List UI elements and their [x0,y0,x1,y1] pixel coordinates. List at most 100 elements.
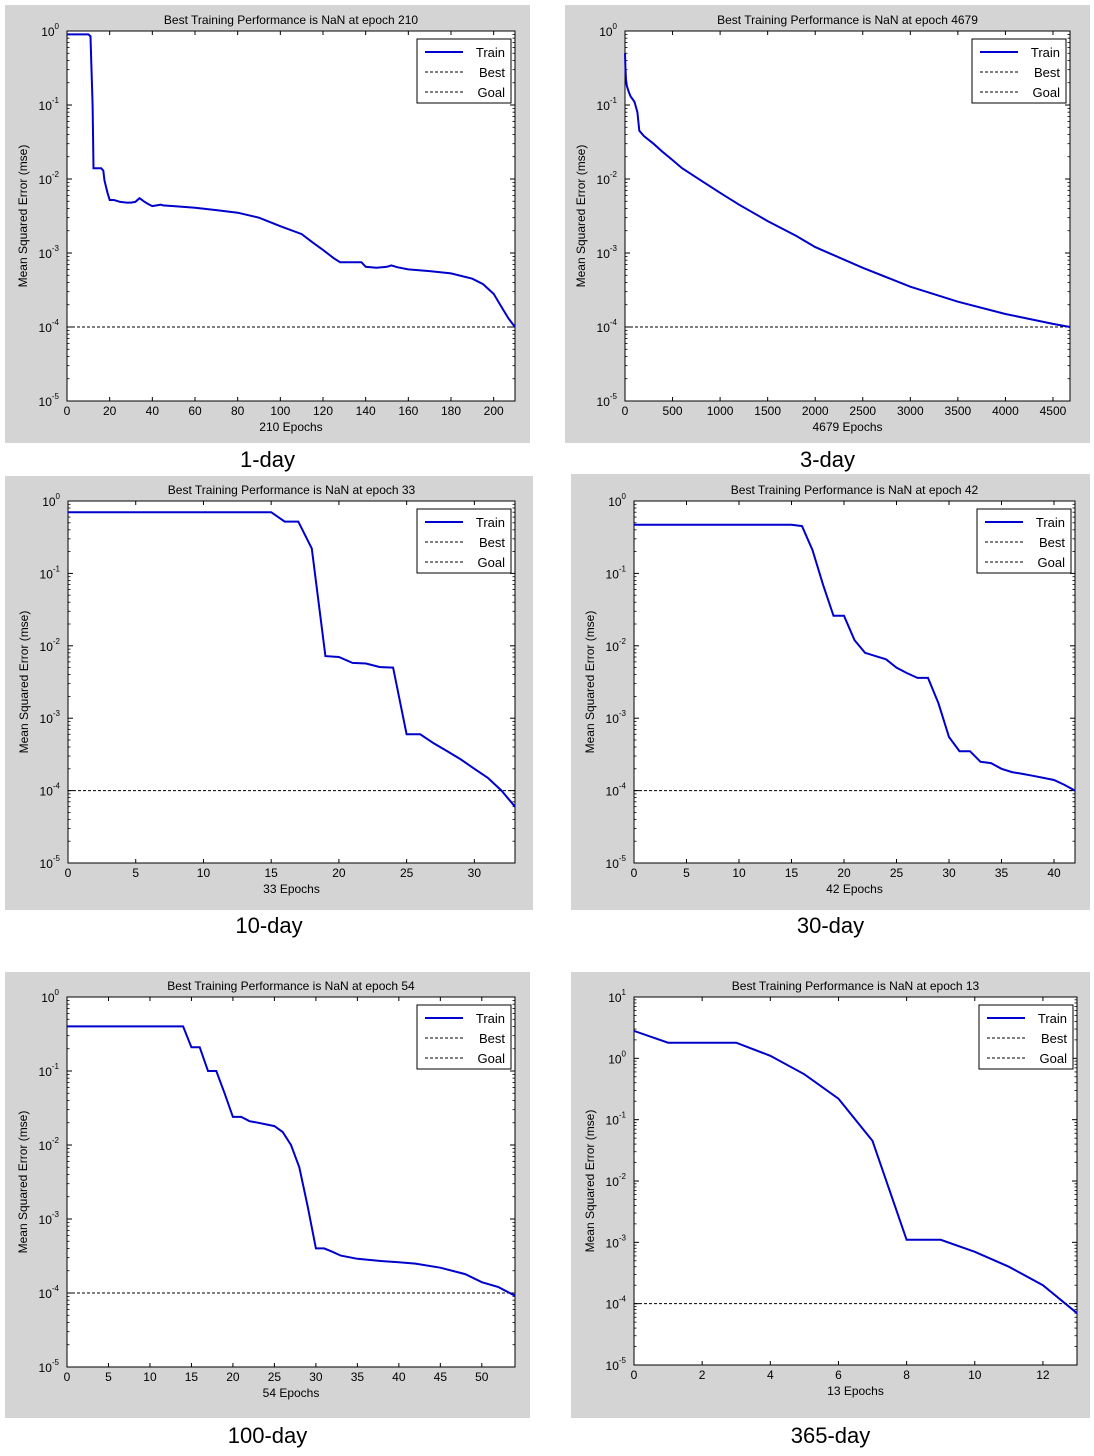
x-tick-label: 0 [64,1370,71,1384]
legend-label-best: Best [1039,535,1065,550]
x-tick-label: 20 [226,1370,240,1384]
x-tick-label: 30 [942,866,956,880]
x-tick-label: 30 [468,866,482,880]
series-line-train [67,1025,516,1297]
x-tick-label: 100 [270,404,290,418]
x-tick-label: 140 [356,404,376,418]
x-tick-label: 15 [265,866,279,880]
chart-svg: Best Training Performance is NaN at epoc… [17,483,516,896]
x-tick-label: 10 [968,1368,982,1382]
x-tick-label: 2 [699,1368,706,1382]
y-tick-label: 100 [599,22,617,39]
y-tick-label: 10-3 [39,244,60,261]
y-tick-label: 10-4 [39,318,60,335]
legend-label-best: Best [1041,1031,1067,1046]
chart-panel-1-day: Best Training Performance is NaN at epoc… [5,5,530,443]
chart-panel-365-day: Best Training Performance is NaN at epoc… [571,972,1090,1418]
x-tick-label: 4 [767,1368,774,1382]
legend-label-best: Best [479,65,505,80]
x-tick-label: 180 [441,404,461,418]
x-tick-label: 160 [398,404,418,418]
y-tick-label: 100 [42,492,60,509]
x-tick-label: 8 [903,1368,910,1382]
series-line-train [624,53,1071,328]
y-tick-label: 10-5 [606,1356,627,1373]
chart-svg: Best Training Performance is NaN at epoc… [16,979,516,1400]
y-tick-label: 10-2 [606,637,627,654]
x-axis-label: 13 Epochs [827,1384,884,1398]
legend-label-best: Best [479,535,505,550]
legend-label-train: Train [476,1011,505,1026]
x-tick-label: 200 [484,404,504,418]
y-tick-label: 10-1 [606,564,627,581]
y-tick-label: 100 [608,1049,626,1066]
legend-label-best: Best [479,1031,505,1046]
x-tick-label: 2000 [802,404,829,418]
x-tick-label: 1500 [754,404,781,418]
x-tick-label: 40 [392,1370,406,1384]
chart-svg: Best Training Performance is NaN at epoc… [16,13,516,434]
x-tick-label: 120 [313,404,333,418]
y-tick-label: 10-1 [39,1062,60,1079]
chart-svg: Best Training Performance is NaN at epoc… [583,979,1078,1398]
y-tick-label: 10-5 [39,392,60,409]
x-tick-label: 0 [631,1368,638,1382]
legend-label-goal: Goal [1038,555,1066,570]
x-tick-label: 50 [475,1370,489,1384]
legend-label-goal: Goal [1040,1051,1068,1066]
y-tick-label: 10-1 [597,96,618,113]
x-tick-label: 25 [890,866,904,880]
legend-label-goal: Goal [478,1051,506,1066]
x-tick-label: 60 [188,404,202,418]
y-tick-label: 10-2 [606,1172,627,1189]
y-tick-label: 10-2 [597,170,618,187]
series-line-train [634,523,1076,792]
x-tick-label: 10 [197,866,211,880]
x-tick-label: 15 [785,866,799,880]
y-axis-label: Mean Squared Error (mse) [583,1110,597,1253]
x-tick-label: 3000 [897,404,924,418]
y-axis-label: Mean Squared Error (mse) [16,1111,30,1254]
y-tick-label: 10-3 [597,244,618,261]
y-axis-label: Mean Squared Error (mse) [583,611,597,754]
legend-label-goal: Goal [478,85,506,100]
y-tick-label: 100 [41,22,59,39]
x-tick-label: 3500 [945,404,972,418]
x-tick-label: 0 [64,404,71,418]
chart-caption: 30-day [796,913,865,938]
chart-panel-3-day: Best Training Performance is NaN at epoc… [565,5,1090,443]
y-tick-label: 100 [41,988,59,1005]
legend-label-train: Train [476,515,505,530]
y-tick-label: 10-5 [597,392,618,409]
y-tick-label: 10-5 [40,854,61,871]
x-tick-label: 20 [837,866,851,880]
x-tick-label: 35 [351,1370,365,1384]
chart-title: Best Training Performance is NaN at epoc… [167,979,415,993]
y-tick-label: 10-5 [39,1358,60,1375]
x-tick-label: 6 [835,1368,842,1382]
series-line-train [68,511,516,808]
x-tick-label: 500 [663,404,683,418]
chart-caption: 10-day [235,913,303,938]
x-tick-label: 2500 [849,404,876,418]
y-axis-label: Mean Squared Error (mse) [574,145,588,288]
y-axis-label: Mean Squared Error (mse) [16,145,30,288]
x-axis-label: 210 Epochs [259,420,322,434]
series-line-train [67,33,516,328]
y-tick-label: 10-1 [40,564,61,581]
chart-title: Best Training Performance is NaN at epoc… [164,13,418,27]
x-tick-label: 45 [434,1370,448,1384]
x-tick-label: 10 [143,1370,157,1384]
x-axis-label: 54 Epochs [263,1386,320,1400]
x-tick-label: 35 [995,866,1009,880]
y-tick-label: 10-2 [39,1136,60,1153]
chart-caption: 3-day [799,447,856,472]
y-tick-label: 10-1 [39,96,60,113]
x-tick-label: 5 [105,1370,112,1384]
x-tick-label: 0 [65,866,72,880]
x-tick-label: 25 [400,866,414,880]
x-tick-label: 30 [309,1370,323,1384]
y-tick-label: 10-2 [40,637,61,654]
y-axis-label: Mean Squared Error (mse) [17,611,31,754]
y-tick-label: 10-3 [40,709,61,726]
